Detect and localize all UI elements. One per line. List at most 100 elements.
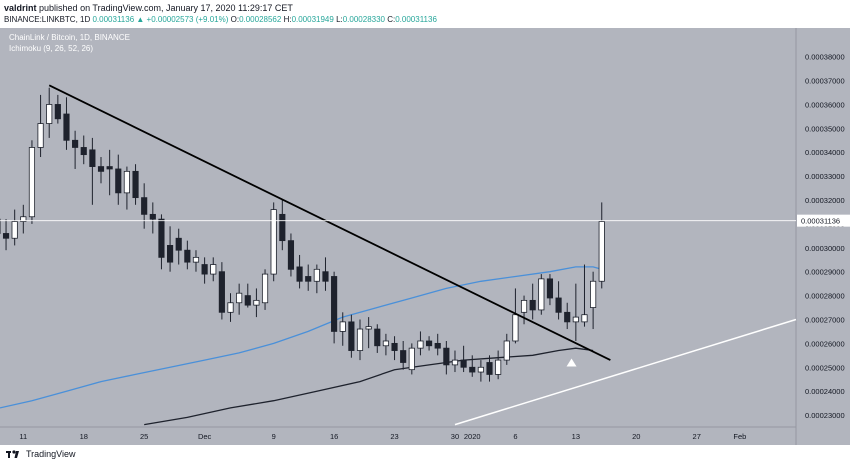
price-tick-label: 0.00035000 [805,124,845,133]
tradingview-brand[interactable]: TradingView [6,449,76,459]
candle [460,345,467,373]
ascending-trendline[interactable] [454,318,797,426]
candle-body [20,216,27,222]
time-tick-label: 13 [572,432,580,441]
candle [486,355,493,382]
candle [2,219,10,251]
time-tick-label: 2020 [464,432,481,441]
candle-body [305,276,312,282]
price-chart[interactable]: 0.00023000 0.00024000 0.00025000 0.00026000… [0,28,850,445]
candle-body [287,240,295,270]
candle [512,288,519,344]
plot-area[interactable] [0,28,796,427]
author-name[interactable]: valdrint [4,3,37,13]
candle [201,257,208,284]
candle [236,283,243,315]
candle-body [538,278,545,311]
price-change: ▲ +0.00002573 (+9.01%) [136,15,229,24]
tradingview-logo-icon [6,450,19,458]
price-axis[interactable] [796,28,850,445]
candle [382,333,389,356]
candle-body [80,147,87,156]
candle-body [460,359,467,368]
candle-body [106,166,113,170]
candle [348,314,355,358]
candle-body [167,245,174,263]
candle-body [572,316,579,323]
candle-body [54,104,61,120]
candle [572,283,579,341]
candle [184,240,191,270]
candle [192,250,200,272]
candle [296,254,303,289]
time-tick-label: 30 [451,432,459,441]
time-tick-label: 9 [272,432,276,441]
price-tick-label: 0.00036000 [805,100,845,109]
symbol-label: BINANCE:LINKBTC, 1D [4,15,91,24]
time-tick-label: 27 [693,432,701,441]
candle-body [123,170,130,194]
price-tick-label: 0.00032000 [805,196,845,205]
candle-body [564,311,571,323]
time-tick-label: 23 [390,432,398,441]
candle-body [175,237,182,251]
price-tick-label: 0.00023000 [805,411,845,420]
candle [123,166,130,210]
footer: TradingView [0,445,850,466]
candle [451,350,459,373]
candle [538,274,545,315]
price-tick-label: 0.00025000 [805,363,845,372]
candle-body [270,209,277,275]
time-tick-label: 25 [140,432,148,441]
candle-body [520,299,528,313]
candle [365,317,372,349]
candle [244,283,251,308]
candle [89,137,96,205]
low-value: 0.00028330 [342,15,385,24]
descending-trendline[interactable] [48,84,611,361]
candle [400,340,407,370]
candle-body [598,221,605,282]
chart-legend-title: ChainLink / Bitcoin, 1D, BINANCE [9,33,130,42]
candle [253,288,260,318]
candle-body [313,268,320,282]
candle-body [28,147,36,218]
high-label: H: [283,15,292,24]
candle [227,293,234,322]
candle-body [158,218,165,258]
candle [54,94,61,124]
candle-body [331,276,338,332]
candle [590,271,597,330]
candle-body [495,359,502,375]
candle [529,283,536,320]
candle [72,130,79,169]
candle-body [46,104,53,124]
candle-body [365,326,372,330]
candle [598,202,605,289]
candle-body [115,168,122,194]
candle [520,295,528,325]
time-axis[interactable] [0,427,796,445]
candle-body [426,340,433,347]
time-tick-label: 20 [632,432,640,441]
candle-body [451,359,459,366]
candle-body [477,366,484,373]
candle-body [555,297,562,313]
candle-body [408,347,415,371]
candle [20,204,27,234]
open-value: 0.00028562 [239,15,282,24]
candle-body [546,278,554,299]
chart-legend-indicator[interactable]: Ichimoku (9, 26, 52, 26) [9,44,93,53]
candle [495,350,502,380]
candle [158,214,165,270]
candle [469,355,476,377]
candle-body [261,273,269,304]
candle [426,336,433,351]
candle-body [590,280,597,308]
candle-body [512,314,519,342]
candle-body [486,362,493,375]
candle [443,340,450,375]
candle-body [322,271,329,282]
candle [374,324,381,353]
candle-body [469,366,476,373]
